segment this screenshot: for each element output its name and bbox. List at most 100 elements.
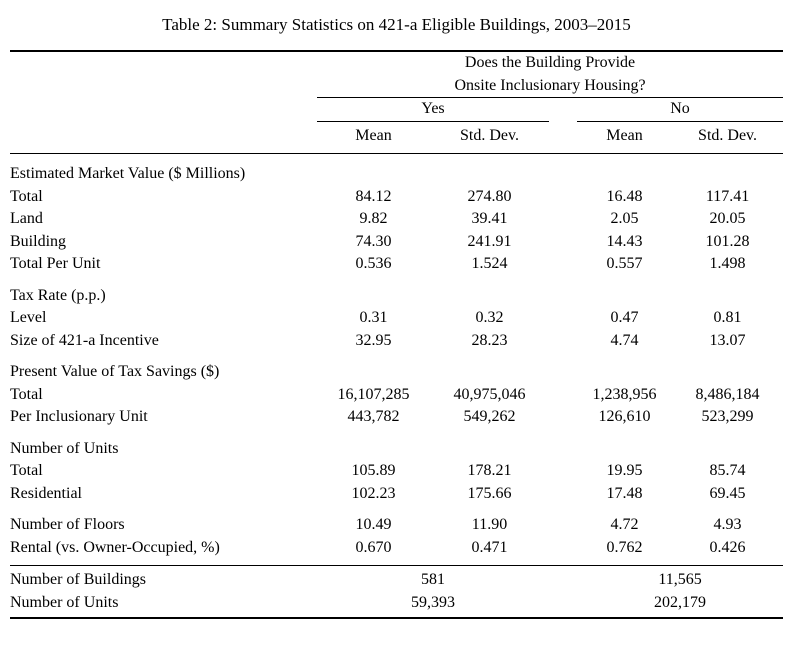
cell-no-std: 85.74 — [709, 462, 746, 479]
cell-no-mean: 14.43 — [606, 232, 643, 250]
table-row: Total 105.89 178.21 19.95 85.74 — [10, 460, 783, 483]
cell-yes-mean: 102.23 — [351, 484, 396, 502]
table-row: Total 16,107,285 40,975,046 1,238,956 8,… — [10, 384, 783, 407]
row-label: Residential — [10, 484, 82, 502]
cell-no-std: 4.93 — [713, 516, 742, 533]
question-header-cell: Does the Building Provide Onsite Inclusi… — [317, 51, 784, 98]
spacer-cell — [549, 98, 577, 122]
section-header: Estimated Market Value ($ Millions) — [10, 165, 246, 182]
cell-yes-std: 28.23 — [471, 331, 508, 349]
section-header-row: Present Value of Tax Savings ($) — [10, 352, 783, 384]
section-header-row: Tax Rate (p.p.) — [10, 276, 783, 308]
spacer-cell — [10, 121, 317, 154]
spacer-cell — [549, 384, 577, 407]
summary-statistics-table: Does the Building Provide Onsite Inclusi… — [10, 50, 784, 619]
row-label: Total Per Unit — [10, 255, 101, 272]
cell-no-std: 117.41 — [705, 187, 750, 205]
group-header-yes: Yes — [317, 97, 549, 122]
cell-no-mean: 1,238,956 — [592, 385, 657, 403]
row-label: Number of Units — [10, 593, 119, 611]
row-label: Total — [10, 385, 43, 403]
col-header-yes-std: Std. Dev. — [430, 121, 549, 154]
spacer-cell — [549, 536, 577, 566]
section-floors-rental: Number of Floors 10.49 11.90 4.72 4.93 R… — [10, 505, 784, 566]
group-header-row: Yes No — [10, 97, 784, 122]
column-header-row: Mean Std. Dev. Mean Std. Dev. — [10, 121, 784, 154]
cell-no-mean: 0.762 — [577, 536, 672, 566]
cell-yes-mean: 0.31 — [359, 309, 388, 326]
row-label: Land — [10, 210, 43, 227]
cell-yes-mean: 443,782 — [347, 408, 400, 425]
summary-no-value: 202,179 — [654, 593, 707, 611]
cell-yes-std: 549,262 — [463, 408, 516, 425]
table-row: Number of Floors 10.49 11.90 4.72 4.93 — [10, 505, 783, 537]
row-label: Number of Buildings — [10, 571, 146, 588]
table-row: Residential 102.23 175.66 17.48 69.45 — [10, 483, 783, 506]
row-label: Number of Floors — [10, 516, 125, 533]
spacer-cell — [549, 505, 577, 537]
cell-yes-mean: 84.12 — [355, 187, 392, 205]
cell-no-mean: 126,610 — [598, 408, 651, 425]
cell-yes-std: 274.80 — [467, 187, 512, 205]
cell-no-mean: 2.05 — [610, 210, 639, 227]
row-label: Rental (vs. Owner-Occupied, %) — [10, 536, 317, 566]
table-row: Total 84.12 274.80 16.48 117.41 — [10, 186, 783, 209]
col-header-no-std: Std. Dev. — [672, 121, 784, 154]
question-line2: Onsite Inclusionary Housing? — [454, 76, 646, 94]
section-header-row: Number of Units — [10, 429, 783, 461]
cell-yes-mean: 0.536 — [355, 255, 392, 272]
section-tax-savings: Present Value of Tax Savings ($) Total 1… — [10, 352, 783, 429]
section-number-of-units: Number of Units Total 105.89 178.21 19.9… — [10, 429, 783, 506]
table-row: Rental (vs. Owner-Occupied, %) 0.670 0.4… — [10, 536, 784, 566]
cell-no-std: 8,486,184 — [695, 385, 760, 403]
cell-yes-std: 178.21 — [467, 462, 512, 479]
spacer-cell — [549, 330, 577, 353]
corner-blank-cell — [10, 51, 317, 98]
table-row: Size of 421-a Incentive 32.95 28.23 4.74… — [10, 330, 783, 353]
table-row: Land 9.82 39.41 2.05 20.05 — [10, 208, 783, 231]
cell-yes-std: 175.66 — [467, 484, 512, 502]
cell-yes-std: 0.32 — [475, 309, 504, 326]
cell-yes-mean: 10.49 — [355, 516, 392, 533]
cell-no-std: 101.28 — [705, 232, 750, 250]
summary-row: Number of Units 59,393 202,179 — [10, 592, 783, 619]
col-header-yes-mean: Mean — [317, 121, 430, 154]
cell-yes-std: 11.90 — [471, 516, 508, 533]
group-header-no: No — [577, 97, 784, 122]
spacer-cell — [549, 208, 577, 231]
cell-no-mean: 16.48 — [606, 187, 643, 205]
summary-row: Number of Buildings 581 11,565 — [10, 566, 783, 592]
table-title: Table 2: Summary Statistics on 421-a Eli… — [162, 15, 631, 34]
cell-no-std: 69.45 — [709, 484, 746, 502]
cell-yes-mean: 32.95 — [355, 331, 392, 349]
col-header-no-mean: Mean — [577, 121, 672, 154]
cell-no-std: 20.05 — [709, 210, 746, 227]
spacer-cell — [549, 566, 577, 592]
section-header: Number of Units — [10, 439, 119, 457]
cell-no-std: 523,299 — [701, 408, 754, 425]
row-label: Building — [10, 232, 67, 250]
question-header-row: Does the Building Provide Onsite Inclusi… — [10, 51, 784, 98]
summary-yes-value: 59,393 — [411, 593, 455, 611]
cell-yes-mean: 16,107,285 — [337, 385, 410, 403]
section-header: Present Value of Tax Savings ($) — [10, 363, 220, 380]
cell-no-mean: 0.557 — [606, 255, 643, 272]
cell-yes-mean: 105.89 — [351, 462, 396, 479]
table-row: Level 0.31 0.32 0.47 0.81 — [10, 307, 783, 330]
row-label: Total — [10, 187, 43, 205]
cell-yes-std: 39.41 — [471, 210, 508, 227]
row-label: Total — [10, 462, 43, 479]
cell-yes-mean: 0.670 — [317, 536, 430, 566]
section-market-value: Estimated Market Value ($ Millions) Tota… — [10, 154, 783, 276]
cell-no-std: 1.498 — [709, 255, 746, 272]
spacer-cell — [10, 98, 317, 122]
spacer-cell — [549, 307, 577, 330]
table-row: Building 74.30 241.91 14.43 101.28 — [10, 231, 783, 254]
cell-no-std: 0.81 — [713, 309, 742, 326]
spacer-cell — [549, 121, 577, 154]
table-row: Per Inclusionary Unit 443,782 549,262 12… — [10, 406, 783, 429]
cell-no-std: 0.426 — [672, 536, 784, 566]
cell-no-mean: 4.72 — [610, 516, 639, 533]
spacer-cell — [549, 253, 577, 276]
